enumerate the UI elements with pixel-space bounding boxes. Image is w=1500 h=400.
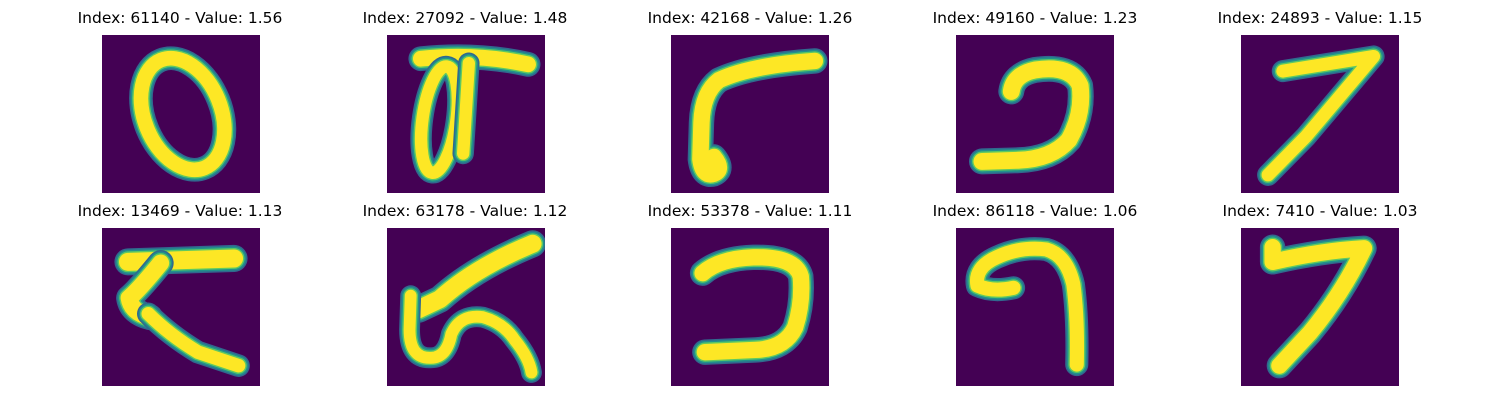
digit-image: [102, 35, 260, 193]
digit-image: [1241, 228, 1399, 386]
digit-image: [671, 228, 829, 386]
panel-title: Index: 7410 - Value: 1.03: [1222, 202, 1418, 220]
digit-panel-5: Index: 24893 - Value: 1.15: [1170, 0, 1470, 195]
digit-panel-8: Index: 53378 - Value: 1.11: [600, 193, 900, 388]
digit-panel-7: Index: 63178 - Value: 1.12: [315, 193, 615, 388]
panel-title: Index: 13469 - Value: 1.13: [77, 202, 283, 220]
digit-image: [387, 35, 545, 193]
digit-panel-9: Index: 86118 - Value: 1.06: [885, 193, 1185, 388]
panel-title: Index: 61140 - Value: 1.56: [77, 9, 283, 27]
digit-panel-4: Index: 49160 - Value: 1.23: [885, 0, 1185, 195]
digit-image: [956, 228, 1114, 386]
panel-title: Index: 63178 - Value: 1.12: [362, 202, 568, 220]
panel-title: Index: 24893 - Value: 1.15: [1217, 9, 1423, 27]
digit-image: [671, 35, 829, 193]
digit-panel-3: Index: 42168 - Value: 1.26: [600, 0, 900, 195]
digit-image: [956, 35, 1114, 193]
panel-title: Index: 27092 - Value: 1.48: [362, 9, 568, 27]
digit-panel-6: Index: 13469 - Value: 1.13: [30, 193, 330, 388]
panel-title: Index: 42168 - Value: 1.26: [647, 9, 853, 27]
digit-panel-10: Index: 7410 - Value: 1.03: [1170, 193, 1470, 388]
panel-title: Index: 86118 - Value: 1.06: [932, 202, 1138, 220]
panel-title: Index: 49160 - Value: 1.23: [932, 9, 1138, 27]
digit-image: [1241, 35, 1399, 193]
panel-title: Index: 53378 - Value: 1.11: [647, 202, 853, 220]
digit-panel-2: Index: 27092 - Value: 1.48: [315, 0, 615, 195]
digit-image: [387, 228, 545, 386]
digit-panel-1: Index: 61140 - Value: 1.56: [30, 0, 330, 195]
digit-image: [102, 228, 260, 386]
